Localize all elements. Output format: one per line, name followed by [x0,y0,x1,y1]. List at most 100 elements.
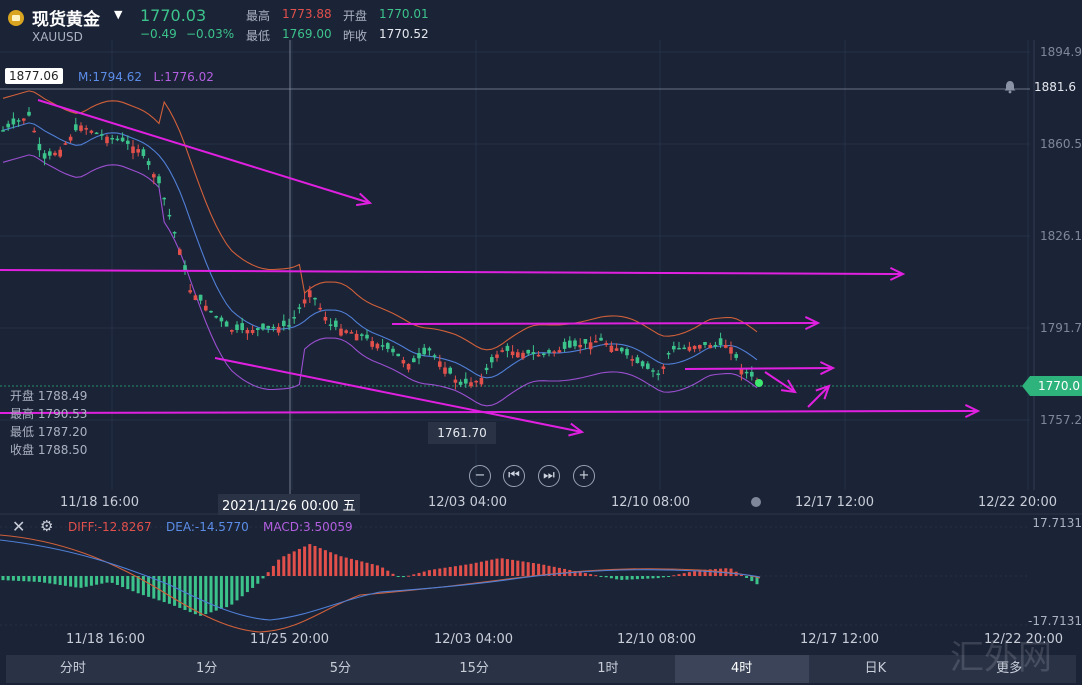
candle-body [396,353,400,357]
macd-lines [0,534,761,633]
macd-bar [417,572,421,576]
macd-bar [396,576,400,577]
chevron-down-icon[interactable]: ▼ [114,8,123,21]
crosshair-open: 开盘 1788.49 [10,389,88,403]
macd-bar [167,576,171,604]
candle-body [666,353,671,355]
candle-body [573,340,577,347]
macd-bar [126,576,130,590]
zoom-in-button[interactable]: + [573,465,595,487]
tab-timeline[interactable]: 分时 [59,661,86,676]
range-arrow-head [819,361,836,376]
selected-time-label: 2021/11/26 00:00 五 [218,494,360,515]
candle-body [495,354,499,358]
macd-time-label: 12/10 08:00 [617,632,697,647]
candle-body [183,265,187,270]
tab-daily[interactable]: 日K [864,661,887,676]
candle-body [167,214,172,217]
macd-bar [214,576,218,611]
macd-bar [542,564,546,576]
macd-time-label: 12/22 20:00 [984,632,1064,647]
lower-band [2,154,758,407]
candlestick-chart[interactable] [0,0,1082,515]
tab-4hour[interactable]: 4时 [674,655,809,683]
tab-1hour[interactable]: 1时 [597,661,619,676]
scroll-right-button[interactable]: ⏭ [538,465,560,487]
macd-bar [625,576,629,580]
candle-body [708,345,712,349]
candle-body [256,328,260,330]
macd-bar [318,548,322,576]
candle-body [261,323,265,330]
candle-body [718,338,723,345]
candle-body [672,345,676,350]
macd-bar [313,546,317,576]
candle-body [588,342,593,350]
candle-body [604,343,608,345]
candle-body [516,352,520,358]
gear-icon[interactable]: ⚙ [40,517,54,535]
low-marker: 1761.70 [428,422,496,444]
alert-price-label: 1881.6 [1034,80,1076,94]
candle-body [141,149,146,156]
tab-1min[interactable]: 1分 [195,661,218,676]
candle-body [188,290,192,293]
macd-bar [495,558,499,576]
macd-bar [474,562,478,576]
candle-body [16,120,21,122]
price-axis-label: 1791.7 [1040,321,1082,335]
macd-bar [589,574,593,576]
macd-bar [303,546,307,576]
scroll-left-button[interactable]: ⏮ [503,465,525,487]
close-icon[interactable]: ✕ [12,517,26,536]
time-axis-label: 12/03 04:00 [428,495,508,510]
trend-annotations [0,99,981,437]
tab-5min[interactable]: 5分 [329,661,352,676]
macd-bar [271,565,275,576]
candle-body [677,347,681,350]
candle-body [53,152,57,156]
candle-body [110,137,114,140]
macd-bar [381,567,385,576]
candle-body [562,341,567,349]
dip-arrow-head [780,379,797,394]
macd-bar [162,576,166,603]
bell-icon[interactable] [1003,80,1017,94]
candle-body [334,320,338,327]
quote-header: 现货黄金 ▼ XAUUSD 1770.03 −0.49 −0.03% 最高 17… [0,0,1082,50]
macd-bar [500,558,504,576]
candle-body [448,367,452,374]
candle-body [443,367,447,374]
macd-bar [552,566,556,576]
tab-15min[interactable]: 15分 [459,661,489,676]
crosshair-close: 收盘 1788.50 [10,443,88,457]
macd-bar [308,544,312,576]
macd-bar [573,571,577,576]
price-axis-label: 1894.9 [1040,45,1082,59]
candle-body [204,305,208,311]
down-channel-arrow [214,357,583,433]
record-icon[interactable] [751,497,761,507]
candle-body [339,328,343,336]
candle-body [42,153,47,159]
macd-bar [448,566,452,576]
instrument-title[interactable]: 现货黄金 [32,10,100,30]
macd-bar [407,575,411,577]
macd-bar [32,576,36,582]
candle-body [547,350,551,353]
candles [1,107,759,390]
candle-body [500,350,504,352]
candle-body [292,317,296,319]
macd-bar [282,556,286,576]
candle-body [614,348,619,351]
candle-body [557,350,562,353]
low-value: 1769.00 [282,27,332,41]
crosshair-low: 最低 1787.20 [10,425,88,439]
macd-bar [178,576,182,608]
dea-label: DEA:-14.5770 [166,520,249,534]
macd-bar [251,576,255,588]
macd-bar [563,568,567,576]
macd-bar [505,559,509,576]
tab-more[interactable]: 更多 [996,661,1023,676]
zoom-out-button[interactable]: − [469,465,491,487]
